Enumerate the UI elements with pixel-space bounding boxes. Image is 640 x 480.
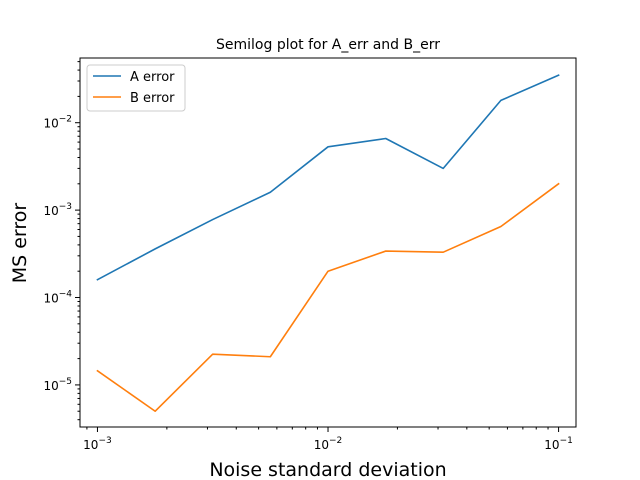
- y-tick-label: 10−4: [43, 290, 72, 306]
- legend: A error B error: [86, 64, 186, 112]
- x-tick-label: 10−3: [83, 436, 112, 452]
- x-tick-label: 10−2: [314, 436, 343, 452]
- y-tick-label: 10−3: [43, 202, 72, 218]
- y-axis-title: MS error: [9, 203, 31, 284]
- plot-area: [96, 74, 560, 413]
- x-tick-label: 10−1: [544, 436, 573, 452]
- chart-title: Semilog plot for A_err and B_err: [216, 37, 440, 53]
- y-axis-ticks: 10−5 10−4 10−3 10−2: [43, 61, 80, 421]
- series-line-b-error: [96, 182, 560, 413]
- x-axis-ticks: 10−3 10−2 10−1: [83, 427, 573, 452]
- legend-label: B error: [130, 91, 175, 106]
- legend-label: A error: [130, 70, 175, 85]
- y-tick-label: 10−2: [43, 115, 72, 131]
- x-axis-title: Noise standard deviation: [209, 459, 446, 480]
- series-line-a-error: [96, 74, 560, 281]
- y-tick-label: 10−5: [43, 377, 72, 393]
